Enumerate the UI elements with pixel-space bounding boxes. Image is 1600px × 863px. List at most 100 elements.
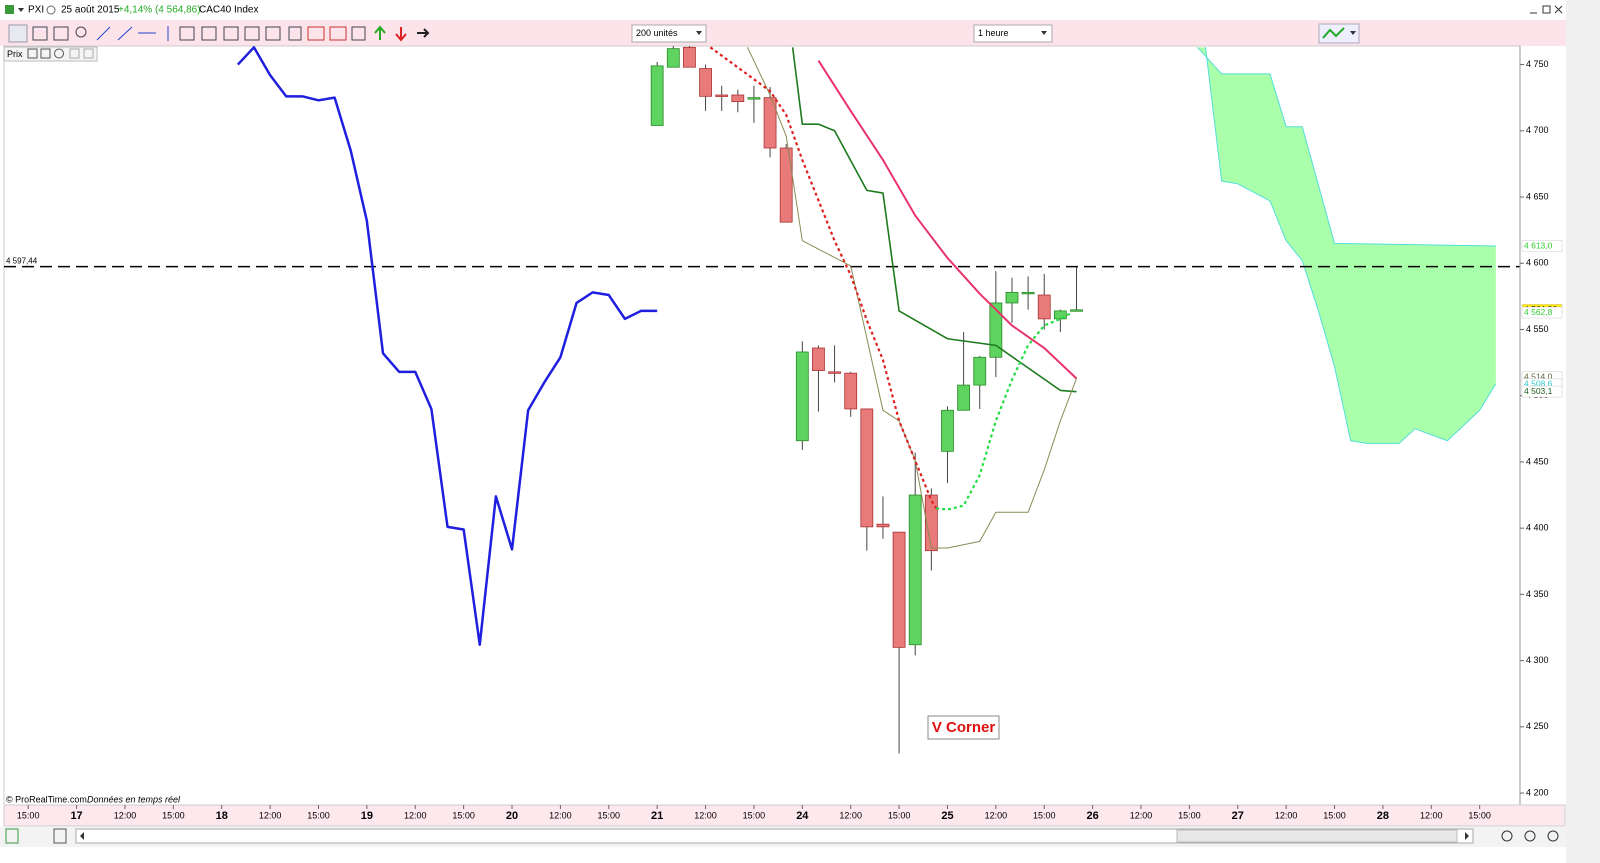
tool-delete[interactable] [288,26,302,41]
tool-fibo[interactable] [201,26,217,41]
zoom-reset[interactable] [1547,830,1559,842]
tool-pointer[interactable] [8,24,28,43]
candle-body [908,494,922,646]
panel-icon[interactable] [40,48,51,59]
dropdown-box[interactable] [973,24,1053,43]
price-marker-label: 4 514,0 [1524,371,1553,381]
dropdown-arrow[interactable] [696,31,702,35]
candle-body [683,46,696,68]
x-tick-label: 15:00 [1323,810,1346,820]
tool-next[interactable] [417,28,430,38]
x-tick-label: 12:00 [839,810,862,820]
info-icon[interactable] [46,5,56,15]
price-marker-label: 4 613,0 [1524,240,1553,250]
y-axis-area [1521,46,1565,805]
reference-label: 4 597,44 [6,257,38,266]
candle-body [941,409,954,452]
candle-body [795,351,809,442]
x-tick-label: 24 [796,810,809,822]
dropdown-arrow[interactable] [1350,31,1356,35]
tool-brush[interactable] [265,26,281,41]
maximize[interactable] [1542,5,1551,14]
candle-body [973,356,987,386]
scrollbar-track[interactable] [75,828,1474,844]
x-tick-label: 15:00 [1468,810,1491,820]
candle-body [924,494,938,552]
toolbar [0,20,1566,46]
x-tick-label: 12:00 [985,810,1008,820]
candle-body [876,523,890,528]
y-tick-label: 4 400 [1526,523,1549,533]
x-tick-label: 12:00 [1130,810,1153,820]
candle-body [1021,291,1035,295]
close[interactable] [1554,5,1563,14]
y-tick-label: 4 250 [1526,721,1549,731]
candle-body [731,94,745,103]
scroll-right[interactable] [1465,832,1469,840]
change: +4,14% (4 564,86) [118,5,201,16]
units-dropdown[interactable]: 200 unités [631,24,707,43]
x-tick-label: 27 [1232,810,1244,822]
timeframe-dropdown[interactable]: 1 heure [973,24,1053,43]
bottom-icon[interactable] [53,828,67,844]
panel-icon[interactable] [83,48,94,59]
tool-text[interactable] [351,26,366,41]
scrollbar-thumb[interactable] [1176,829,1458,843]
tool-wave[interactable] [307,26,325,41]
x-tick-label: 20 [506,810,518,822]
dropdown-box[interactable] [631,24,707,43]
x-tick-label: 19 [361,810,373,822]
copyright: © ProRealTime.com [6,794,87,804]
y-tick-label: 4 550 [1526,324,1549,334]
tool-line[interactable] [96,26,111,41]
tool-channel[interactable] [179,26,195,41]
price-marker [1521,306,1563,319]
indicator-line [709,46,938,509]
x-tick-label: 12:00 [404,810,427,820]
tool-ray[interactable] [117,26,133,41]
y-tick-label: 4 200 [1526,787,1549,797]
scroll-left[interactable] [80,832,84,840]
dropdown-arrow[interactable] [1041,31,1047,35]
x-tick-label: 15:00 [307,810,330,820]
x-tick-label: 15:00 [743,810,766,820]
candle-body [666,48,680,68]
x-tick-label: 21 [651,810,663,822]
zoom-out[interactable] [1501,830,1513,842]
bottom-icon[interactable] [5,828,19,844]
candle-body [812,347,825,371]
y-tick-label: 4 600 [1526,258,1549,268]
x-tick-label: 18 [216,810,228,822]
price-marker-label: 4 503,1 [1524,386,1553,396]
x-tick-label: 12:00 [114,810,137,820]
y-tick-label: 4 650 [1526,191,1549,201]
x-tick-label: 15:00 [598,810,621,820]
tool-fan[interactable] [223,26,239,41]
tool-icons [8,24,430,43]
tool-buy[interactable] [374,25,386,40]
candle-body [699,68,712,97]
panel-icon[interactable] [54,48,64,59]
x-tick-label: 12:00 [1420,810,1443,820]
tool-ruler[interactable] [32,26,48,41]
panel-icon[interactable] [69,48,80,59]
realtime-note: Données en temps réel [87,794,181,804]
tool-pitchfork[interactable] [244,26,260,41]
zoom-in[interactable] [1524,830,1536,842]
indicator-line [936,312,1071,511]
tool-sell[interactable] [395,27,407,42]
indicator-line [747,47,1077,549]
panel-icon[interactable] [27,48,38,59]
price-marker [1521,240,1563,252]
candle-body [957,384,970,411]
tool-alert[interactable] [53,26,69,41]
menu-arrow[interactable] [18,8,24,12]
panel-icons [27,48,94,59]
tool-zoom[interactable] [75,26,87,38]
candle-body [844,372,858,410]
tool-shape[interactable] [329,26,347,41]
indicator-line [817,60,1078,380]
x-tick-label: 15:00 [888,810,911,820]
candle-body [860,408,874,528]
